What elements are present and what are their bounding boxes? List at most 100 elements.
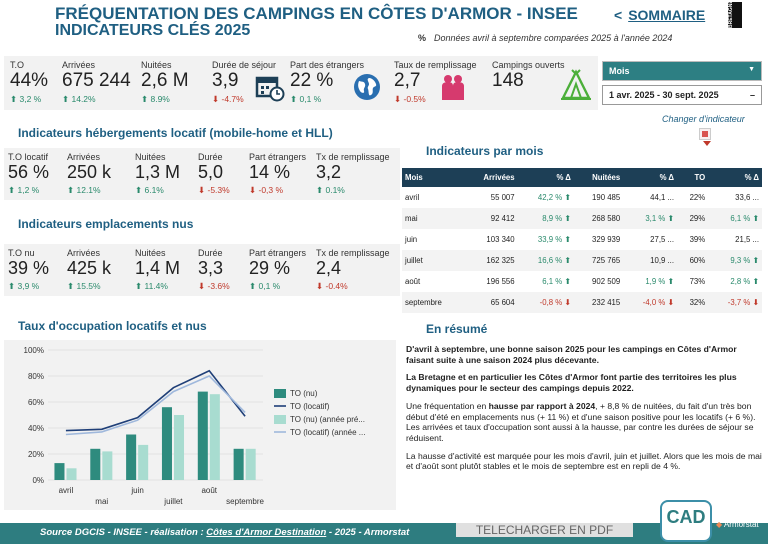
bar-tonuannepr: [173, 415, 185, 480]
x-tick-label: mai: [95, 497, 108, 506]
nus-kpi-label: Tx de remplissage: [316, 248, 390, 258]
kpi-delta: ⬆ 0,1 %: [290, 94, 322, 104]
summary-text: D'avril à septembre, une bonne saison 20…: [406, 344, 762, 479]
locatif-kpi-delta: ⬆ 0.1%: [316, 185, 345, 195]
table-cell: juin: [405, 235, 418, 244]
people-icon: [442, 75, 464, 100]
y-tick-label: 80%: [28, 372, 44, 381]
table-cell: 9,3 % ⬆: [708, 250, 762, 271]
table-cell: 32%: [676, 292, 709, 313]
nus-kpi-value: 3,3: [198, 258, 224, 278]
table-cell: 92 412: [463, 208, 518, 229]
bar-tonu: [126, 434, 137, 480]
kpi-value: 44%: [10, 70, 49, 91]
nus-kpi-delta: ⬇ -0.4%: [316, 281, 348, 291]
table-cell: 27,5 ...: [650, 235, 674, 244]
armorstat-icon: ◆: [716, 520, 723, 529]
table-row: avril 55 007 42,2 % ⬆ 190 485 44,1 ... 22% 33,…: [402, 187, 762, 208]
locatif-kpi-label: T.O locatif: [8, 152, 49, 162]
summary-paragraph: D'avril à septembre, une bonne saison 20…: [406, 344, 737, 365]
nus-kpi-value: 425 k: [67, 258, 112, 278]
table-cell: 10,9 ...: [623, 250, 677, 271]
y-tick-label: 100%: [24, 346, 44, 355]
table-cell: 3,1 % ⬆: [623, 208, 677, 229]
legend-label: TO (locatif): [290, 402, 330, 411]
nus-band: [4, 244, 400, 296]
table-cell: 33,6 ...: [735, 193, 759, 202]
nus-kpi-value: 1,4 M: [135, 258, 181, 278]
nus-kpi-label: T.O nu: [8, 248, 35, 258]
chart-title: Taux d'occupation locatifs et nus: [18, 319, 207, 333]
bretagne-logo: BRETAGNE: [728, 0, 742, 28]
bar-tonu: [54, 463, 65, 480]
kpi-delta: ⬆ 3,2 %: [10, 94, 42, 104]
table-cell: 1,9 % ⬆: [645, 277, 674, 286]
locatif-band: [4, 148, 400, 200]
cad-logo: CAD: [660, 500, 712, 542]
table-header-cell: Arrivées: [463, 168, 518, 187]
table-cell: 16,6 % ⬆: [517, 250, 574, 271]
calendar-clock-icon: [255, 76, 285, 102]
table-cell: 22%: [689, 193, 706, 202]
kpi-value: 22 %: [290, 70, 334, 91]
locatif-kpi-delta: ⬆ 6.1%: [135, 185, 164, 195]
dash-icon: –: [749, 90, 755, 100]
table-cell: 21,5 ...: [735, 235, 759, 244]
nus-kpi-label: Part étrangers: [249, 248, 307, 258]
armorstat-logo: ◆ Armorstat: [716, 520, 759, 529]
table-header-cell: Nuitées: [573, 168, 624, 187]
table-cell: -0,8 % ⬇: [517, 292, 574, 313]
table-cell: juillet: [402, 250, 464, 271]
table-cell: 8,9 % ⬆: [517, 208, 574, 229]
occupancy-chart: 0% 20% 40% 60% 80% 100% avril mai juin juillet aoû…: [4, 340, 396, 510]
bar-tonu: [161, 407, 172, 480]
locatif-kpi-delta: ⬇ -5.3%: [198, 185, 230, 195]
summary-paragraph: La hausse d'activité est marquée pour le…: [406, 450, 762, 472]
tent-icon: [561, 69, 591, 100]
period-range-select[interactable]: 1 avr. 2025 - 30 sept. 2025–: [602, 85, 762, 105]
y-tick-label: 40%: [28, 424, 44, 433]
table-cell: 33,9 % ⬆: [537, 235, 571, 244]
kpi-delta: ⬆ 14.2%: [62, 94, 96, 104]
nus-kpi-label: Nuitées: [135, 248, 166, 258]
locatif-kpi-label: Part étrangers: [249, 152, 307, 162]
kpi-delta: ⬇ -4.7%: [212, 94, 244, 104]
kpi-label: Taux de remplissage: [394, 60, 477, 70]
nus-kpi-delta: ⬆ 15.5%: [67, 281, 101, 291]
table-header-cell: TO: [676, 168, 709, 187]
indicator-toggle-button[interactable]: [699, 128, 711, 140]
locatif-kpi-delta: ⬆ 12.1%: [67, 185, 101, 195]
nus-kpi-value: 2,4: [316, 258, 342, 278]
locatif-kpi-value: 14 %: [249, 162, 291, 182]
table-cell: avril: [405, 193, 420, 202]
monthly-table: Mois Arrivées% Δ Nuitées% Δ TO% Δ avril 55 0…: [402, 168, 762, 313]
bar-tonuannepr: [66, 468, 77, 480]
kpi-band: [4, 56, 598, 110]
kpi-label: Part des étrangers: [290, 60, 365, 70]
table-header-cell: Mois: [402, 168, 464, 187]
monthly-section-title: Indicateurs par mois: [426, 144, 544, 158]
period-type-select[interactable]: Mois ▼: [602, 61, 762, 81]
table-cell: 42,2 % ⬆: [537, 193, 571, 202]
indicator-marker-icon: [702, 131, 708, 137]
kpi-value: 148: [492, 70, 524, 91]
table-header-cell: % Δ: [708, 168, 762, 187]
nus-kpi-label: Durée: [198, 248, 223, 258]
kpi-value: 2,7: [394, 70, 421, 91]
table-cell: 44,1 ...: [650, 193, 674, 202]
table-header-cell: % Δ: [517, 168, 574, 187]
summary-link[interactable]: < SOMMAIRE: [614, 7, 706, 23]
line-series: [65, 369, 246, 432]
bar-tonu: [197, 391, 208, 480]
table-cell: 190 485: [592, 193, 621, 202]
locatif-kpi-label: Tx de remplissage: [316, 152, 390, 162]
locatif-section-title: Indicateurs hébergements locatif (mobile…: [18, 126, 333, 140]
download-pdf-button[interactable]: TELECHARGER EN PDF: [456, 523, 633, 537]
nus-kpi-label: Arrivées: [67, 248, 101, 258]
x-tick-label: août: [201, 486, 217, 495]
locatif-kpi-value: 5,0: [198, 162, 224, 182]
percent-icon: %: [418, 33, 427, 43]
footer-link[interactable]: Côtes d'Armor Destination: [206, 527, 327, 538]
kpi-value: 3,9: [212, 70, 239, 91]
table-cell: 6,1 % ⬆: [708, 208, 762, 229]
